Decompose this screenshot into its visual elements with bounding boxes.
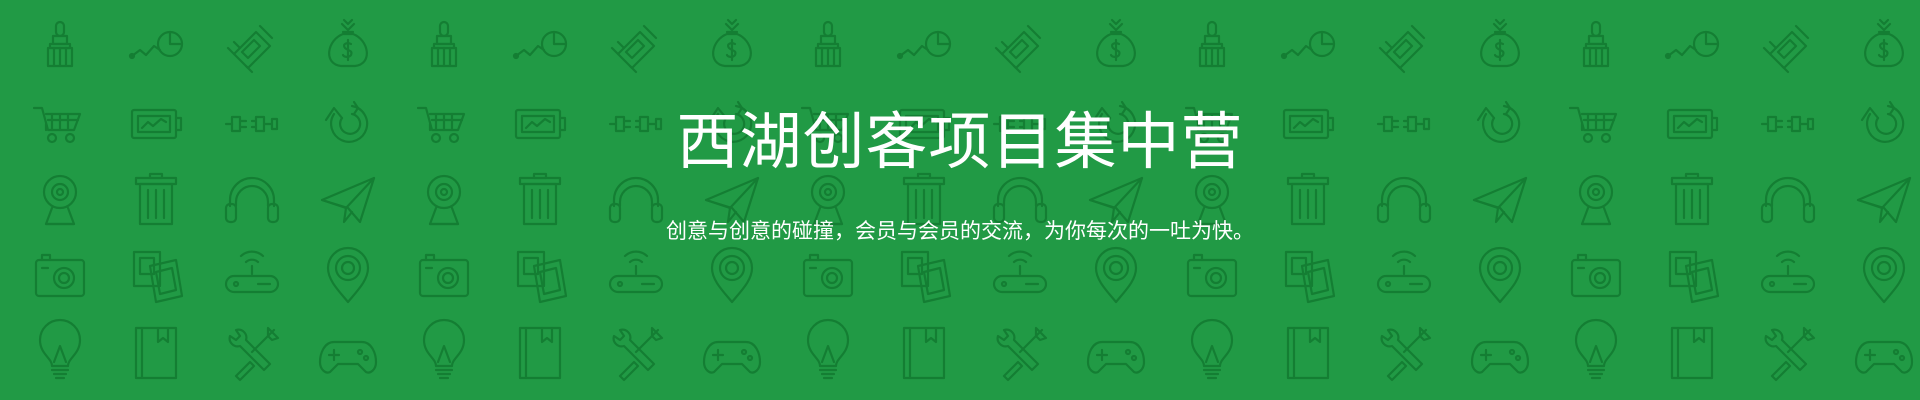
location-pin-icon: [710, 246, 754, 304]
pie-chart-icon: [128, 30, 184, 60]
camera-icon: [1186, 253, 1238, 298]
brush-icon: [430, 20, 458, 68]
circuit-chip-icon: [1762, 24, 1810, 74]
pie-chart-icon: [896, 30, 952, 60]
tools-icon: [228, 326, 280, 382]
photos-icon: [132, 250, 184, 304]
money-bag-icon: [1864, 18, 1904, 68]
pie-chart-icon: [1280, 30, 1336, 60]
money-bag-icon: [712, 18, 752, 68]
light-bulb-icon: [1574, 318, 1618, 380]
pie-chart-icon: [512, 30, 568, 60]
camera-icon: [802, 253, 854, 298]
brush-icon: [1582, 20, 1610, 68]
brush-icon: [1198, 20, 1226, 68]
book-icon: [134, 326, 178, 380]
gamepad-icon: [702, 340, 762, 374]
circuit-chip-icon: [226, 24, 274, 74]
router-icon: [992, 250, 1048, 294]
tools-icon: [612, 326, 664, 382]
location-pin-icon: [326, 246, 370, 304]
light-bulb-icon: [422, 318, 466, 380]
photos-icon: [516, 250, 568, 304]
camera-icon: [1570, 253, 1622, 298]
book-icon: [1670, 326, 1714, 380]
tools-icon: [1764, 326, 1816, 382]
location-pin-icon: [1094, 246, 1138, 304]
light-bulb-icon: [806, 318, 850, 380]
router-icon: [224, 250, 280, 294]
pie-chart-icon: [1664, 30, 1720, 60]
gamepad-icon: [1470, 340, 1530, 374]
photos-icon: [1284, 250, 1336, 304]
gamepad-icon: [1086, 340, 1146, 374]
banner-title: 西湖创客项目集中营: [676, 105, 1244, 178]
money-bag-icon: [1096, 18, 1136, 68]
money-bag-icon: [328, 18, 368, 68]
router-icon: [608, 250, 664, 294]
light-bulb-icon: [38, 318, 82, 380]
light-bulb-icon: [1190, 318, 1234, 380]
circuit-chip-icon: [1378, 24, 1426, 74]
photos-icon: [1668, 250, 1720, 304]
location-pin-icon: [1478, 246, 1522, 304]
location-pin-icon: [1862, 246, 1906, 304]
gamepad-icon: [318, 340, 378, 374]
camera-icon: [418, 253, 470, 298]
gamepad-icon: [1854, 340, 1914, 374]
banner-subtitle: 创意与创意的碰撞，会员与会员的交流，为你每次的一吐为快。: [666, 219, 1254, 243]
tools-icon: [1380, 326, 1432, 382]
router-icon: [1376, 250, 1432, 294]
brush-icon: [814, 20, 842, 68]
money-bag-icon: [1480, 18, 1520, 68]
brush-icon: [46, 20, 74, 68]
camera-icon: [34, 253, 86, 298]
book-icon: [1286, 326, 1330, 380]
tools-icon: [996, 326, 1048, 382]
book-icon: [518, 326, 562, 380]
router-icon: [1760, 250, 1816, 294]
photos-icon: [900, 250, 952, 304]
circuit-chip-icon: [994, 24, 1042, 74]
circuit-chip-icon: [610, 24, 658, 74]
book-icon: [902, 326, 946, 380]
